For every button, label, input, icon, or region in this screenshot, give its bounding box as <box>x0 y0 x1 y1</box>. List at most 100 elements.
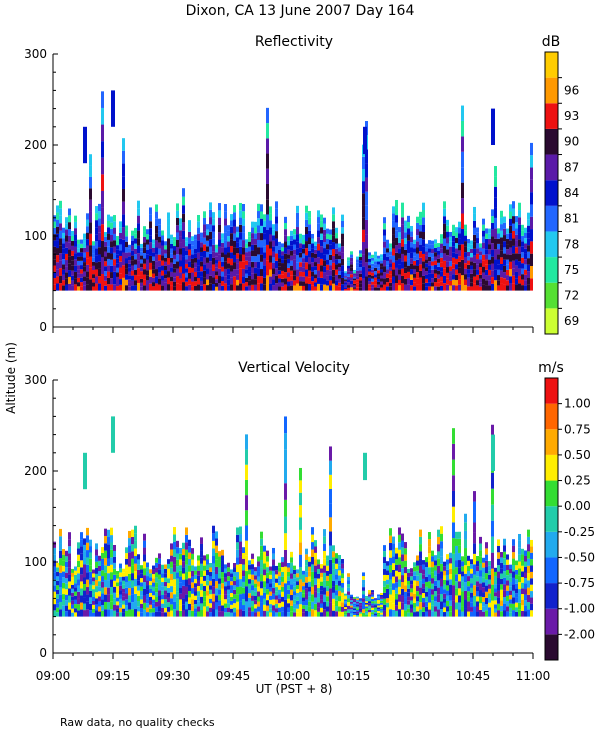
field-cell <box>230 596 233 601</box>
field-cell <box>158 278 161 285</box>
colorbar-segment <box>545 480 558 507</box>
field-cell <box>224 586 227 591</box>
field-cell <box>353 603 356 606</box>
field-cell <box>230 233 233 240</box>
field-cell <box>173 272 176 278</box>
field-cell <box>227 612 230 617</box>
field-cell <box>113 278 116 285</box>
field-cell <box>152 603 155 609</box>
field-cell <box>431 282 434 287</box>
field-cell <box>296 581 299 586</box>
field-cell <box>449 552 452 559</box>
field-cell <box>518 589 521 596</box>
field-cell <box>503 584 506 591</box>
field-cell <box>413 607 416 613</box>
field-cell <box>125 258 128 264</box>
field-cell <box>278 266 281 271</box>
field-cell <box>266 594 269 601</box>
field-cell <box>320 594 323 600</box>
field-cell <box>422 564 425 570</box>
field-cell <box>326 565 329 571</box>
field-cell <box>440 267 443 272</box>
field-cell <box>125 599 128 606</box>
field-cell <box>416 575 419 581</box>
field-cell <box>254 608 257 613</box>
field-cell <box>392 569 395 577</box>
field-cell <box>467 611 470 617</box>
field-cell <box>227 585 230 590</box>
field-cell <box>404 249 407 256</box>
field-cell <box>461 586 464 592</box>
field-cell <box>413 260 416 266</box>
field-cell <box>77 591 80 599</box>
field-cell <box>272 565 275 571</box>
field-cell <box>467 243 470 248</box>
field-cell <box>128 538 131 546</box>
field-cell <box>446 261 449 268</box>
field-cell <box>176 261 179 269</box>
field-cell <box>395 275 398 284</box>
field-cell <box>215 574 218 582</box>
field-cell <box>188 539 191 547</box>
field-cell <box>353 598 356 601</box>
field-cell <box>188 558 191 566</box>
field-cell <box>497 597 500 604</box>
field-cell <box>461 151 464 168</box>
field-cell <box>344 601 347 604</box>
field-cell <box>320 568 323 573</box>
field-cell <box>242 593 245 600</box>
field-cell <box>221 560 224 567</box>
field-cell <box>128 595 131 603</box>
field-cell <box>101 593 104 600</box>
field-cell <box>233 571 236 577</box>
field-cell <box>302 570 305 575</box>
field-cell <box>191 599 194 606</box>
field-cell <box>248 560 251 566</box>
field-cell <box>344 599 347 602</box>
field-cell <box>263 233 266 240</box>
field-cell <box>374 602 377 605</box>
field-cell <box>419 609 422 617</box>
field-cell <box>329 265 332 271</box>
field-cell <box>185 263 188 269</box>
field-cell <box>74 570 77 575</box>
field-cell <box>341 578 344 584</box>
field-cell <box>185 246 188 251</box>
field-cell <box>179 570 182 577</box>
field-cell <box>308 586 311 592</box>
field-cell <box>287 254 290 259</box>
field-cell <box>317 237 320 244</box>
field-cell <box>218 246 221 255</box>
field-cell <box>332 545 335 552</box>
field-cell <box>272 224 275 230</box>
field-cell <box>371 272 374 276</box>
field-cell <box>269 591 272 596</box>
field-cell <box>521 605 524 611</box>
field-cell <box>455 243 458 249</box>
field-cell <box>263 239 266 247</box>
field-cell <box>110 234 113 242</box>
field-cell <box>476 285 479 291</box>
field-cell <box>530 179 533 193</box>
field-cell <box>356 279 359 283</box>
field-cell <box>164 590 167 595</box>
field-cell <box>125 263 128 269</box>
field-cell <box>104 246 107 252</box>
field-cell <box>125 247 128 253</box>
field-cell <box>356 606 359 609</box>
field-cell <box>467 282 470 287</box>
field-cell <box>416 259 419 266</box>
field-cell <box>320 265 323 272</box>
field-cell <box>242 247 245 255</box>
field-cell <box>494 571 497 576</box>
field-cell <box>422 246 425 254</box>
field-cell <box>341 602 344 608</box>
field-cell <box>464 530 467 540</box>
field-cell <box>71 240 74 246</box>
field-cell <box>479 282 482 287</box>
field-cell <box>167 218 170 226</box>
field-cell <box>359 615 362 617</box>
field-cell <box>512 216 515 224</box>
field-cell <box>359 599 362 602</box>
field-cell <box>185 259 188 264</box>
